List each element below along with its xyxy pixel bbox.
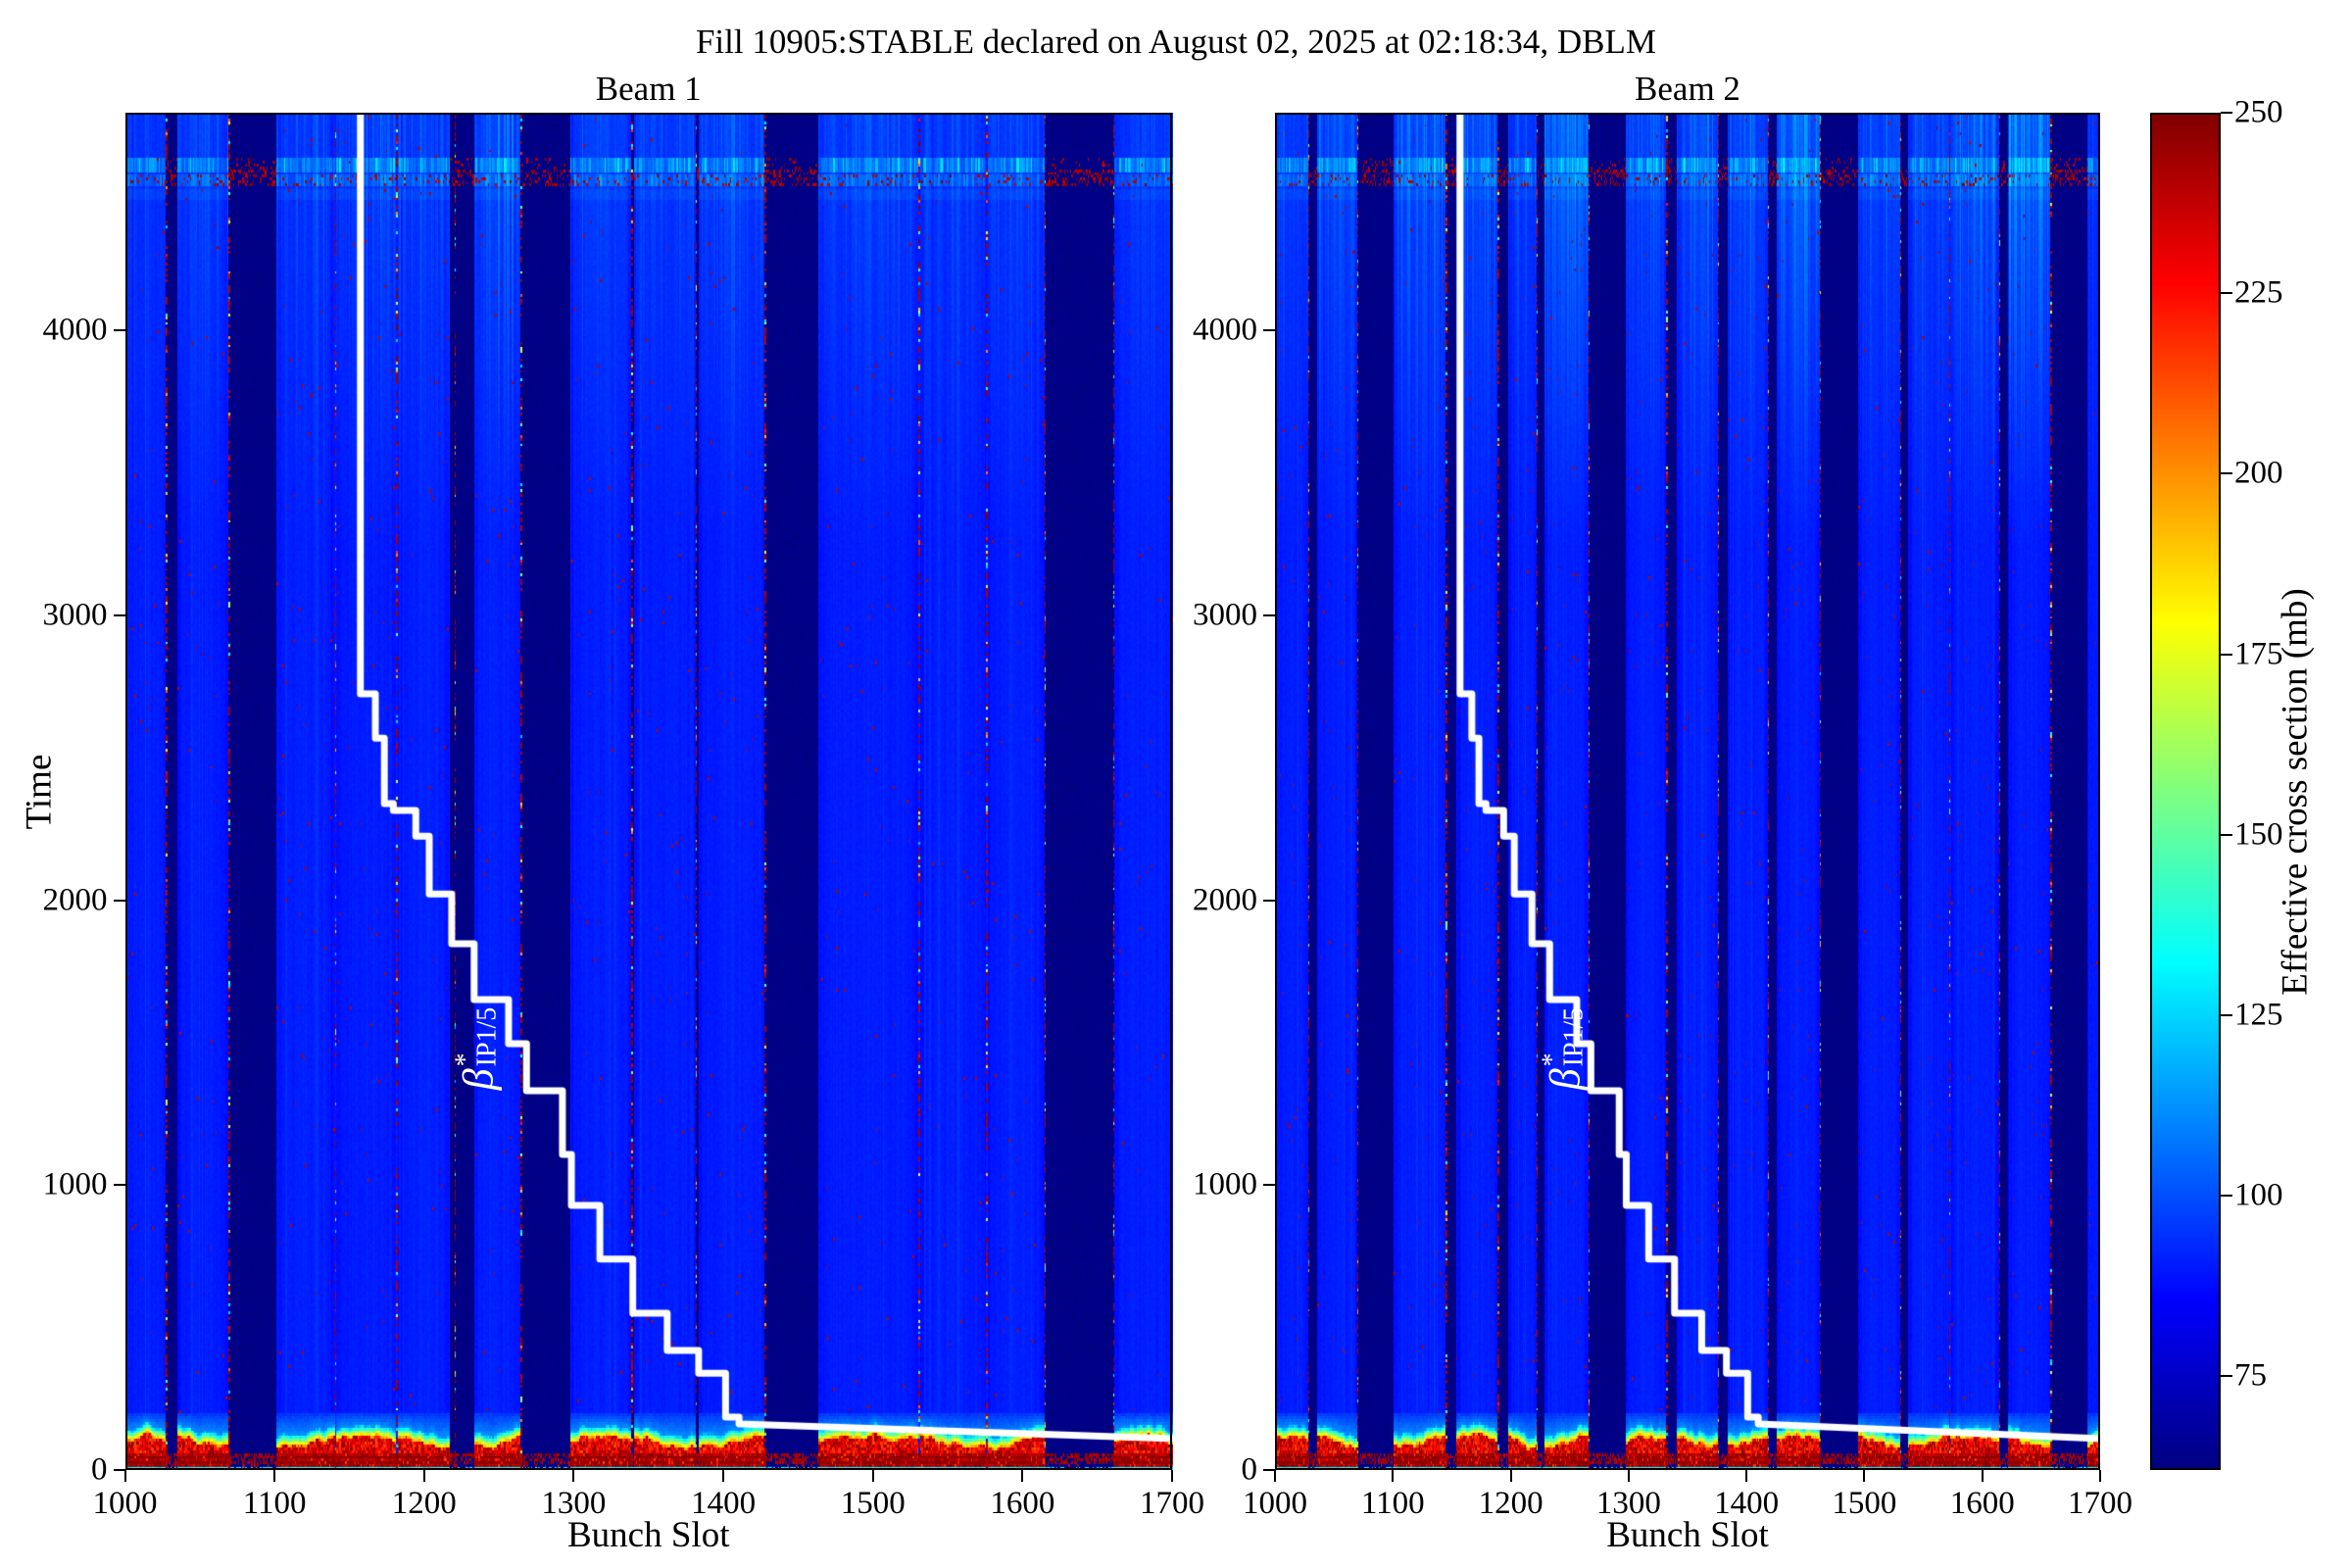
beam2-xticklabel: 1500 — [1832, 1486, 1897, 1521]
beam2-beta-star-label: β * IP1/5 — [1538, 1006, 1591, 1091]
beam2-heatmap-canvas — [1275, 113, 2100, 1470]
beam2-xticklabel: 1200 — [1478, 1486, 1544, 1521]
beam2-ytick — [1263, 899, 1275, 902]
beam2-xtick — [2099, 1470, 2101, 1482]
beta-subscript: IP1/5 — [472, 1006, 504, 1067]
colorbar-tick — [2221, 1195, 2232, 1198]
beta-symbol: β — [1542, 1068, 1591, 1091]
colorbar-tick — [2221, 292, 2232, 295]
beam2-xticklabel: 1100 — [1360, 1486, 1425, 1521]
colorbar-tick — [2221, 112, 2232, 114]
beam1-xticklabel: 1400 — [691, 1486, 757, 1521]
beam2-ytick — [1263, 1184, 1275, 1187]
colorbar-tick — [2221, 833, 2232, 836]
colorbar-canvas — [2150, 113, 2221, 1470]
beam1-yticklabel: 0 — [91, 1451, 108, 1488]
beam1-title: Beam 1 — [595, 70, 702, 108]
beam2-yticklabel: 2000 — [1193, 882, 1257, 918]
beam1-xticklabel: 1700 — [1140, 1486, 1204, 1521]
beam2-ytick — [1263, 1469, 1275, 1471]
figure-title: Fill 10905:STABLE declared on August 02,… — [695, 23, 1657, 61]
colorbar-ticklabel: 250 — [2234, 94, 2283, 130]
colorbar-tick — [2221, 472, 2232, 475]
beam1-yticklabel: 1000 — [42, 1166, 108, 1202]
beam1-yticklabel: 4000 — [42, 312, 108, 348]
beam2-yticklabel: 3000 — [1193, 597, 1257, 633]
beam1-yticklabel: 3000 — [42, 597, 108, 633]
beam1-xticklabel: 1100 — [242, 1486, 307, 1521]
beam1-xtick — [722, 1470, 725, 1482]
beam1-ytick — [113, 613, 125, 616]
beam2-xtick — [1392, 1470, 1395, 1482]
colorbar-ticklabel: 225 — [2234, 274, 2283, 311]
beam1-xtick — [1021, 1470, 1024, 1482]
beam2-xticklabel: 1000 — [1243, 1486, 1307, 1521]
beam2-xtick — [1509, 1470, 1512, 1482]
beam1-xticklabel: 1300 — [541, 1486, 607, 1521]
colorbar-tick — [2221, 1013, 2232, 1016]
beam2-xticklabel: 1400 — [1714, 1486, 1780, 1521]
beam2-xtick — [1627, 1470, 1630, 1482]
beta-scripts: * IP1/5 — [451, 1006, 504, 1067]
colorbar-ticklabel: 75 — [2234, 1357, 2267, 1394]
beam1-xticklabel: 1000 — [92, 1486, 158, 1521]
beam1-yticklabel: 2000 — [42, 882, 108, 918]
beta-subscript: IP1/5 — [1558, 1006, 1590, 1067]
beam1-xtick — [1171, 1470, 1173, 1482]
beam1-xtick — [422, 1470, 425, 1482]
beam2-yticklabel: 4000 — [1193, 312, 1257, 348]
beam2-title: Beam 2 — [1635, 70, 1740, 108]
colorbar-label: Effective cross section (mb) — [2275, 587, 2316, 996]
beam2-xtick — [1745, 1470, 1748, 1482]
beam1-beta-star-label: β * IP1/5 — [451, 1006, 504, 1091]
beam1-xtick — [123, 1470, 126, 1482]
beam2-xaxis-label: Bunch Slot — [1606, 1515, 1769, 1555]
beta-symbol: β — [455, 1068, 504, 1091]
beam1-ytick — [113, 1469, 125, 1471]
beam2-xticklabel: 1700 — [2068, 1486, 2132, 1521]
beam1-ytick — [113, 329, 125, 332]
beam1-heatmap-canvas — [124, 113, 1173, 1470]
colorbar-ticklabel: 125 — [2234, 997, 2283, 1033]
beam1-ytick — [113, 1184, 125, 1187]
beam1-xticklabel: 1200 — [391, 1486, 457, 1521]
beam2-xticklabel: 1600 — [1949, 1486, 2015, 1521]
beam2-xticklabel: 1300 — [1595, 1486, 1661, 1521]
time-axis-label: Time — [19, 754, 60, 829]
beam1-xaxis-label: Bunch Slot — [567, 1515, 730, 1555]
beam1-xtick — [572, 1470, 575, 1482]
colorbar-ticklabel: 200 — [2234, 455, 2283, 491]
colorbar-tick — [2221, 653, 2232, 656]
beam2-xtick — [1981, 1470, 1984, 1482]
colorbar-tick — [2221, 1375, 2232, 1378]
beam2-yticklabel: 0 — [1241, 1451, 1258, 1488]
colorbar-ticklabel: 150 — [2234, 816, 2283, 853]
beam2-xtick — [1863, 1470, 1866, 1482]
beam1-xtick — [273, 1470, 276, 1482]
beam1-ytick — [113, 899, 125, 902]
beam2-xtick — [1274, 1470, 1276, 1482]
beam2-ytick — [1263, 613, 1275, 616]
beta-scripts: * IP1/5 — [1538, 1006, 1590, 1067]
colorbar-ticklabel: 175 — [2234, 636, 2283, 672]
beam1-xtick — [871, 1470, 874, 1482]
beam2-ytick — [1263, 329, 1275, 332]
beam1-xticklabel: 1500 — [840, 1486, 906, 1521]
beam2-yticklabel: 1000 — [1193, 1166, 1257, 1202]
colorbar-ticklabel: 100 — [2234, 1177, 2283, 1213]
beam1-xticklabel: 1600 — [990, 1486, 1055, 1521]
